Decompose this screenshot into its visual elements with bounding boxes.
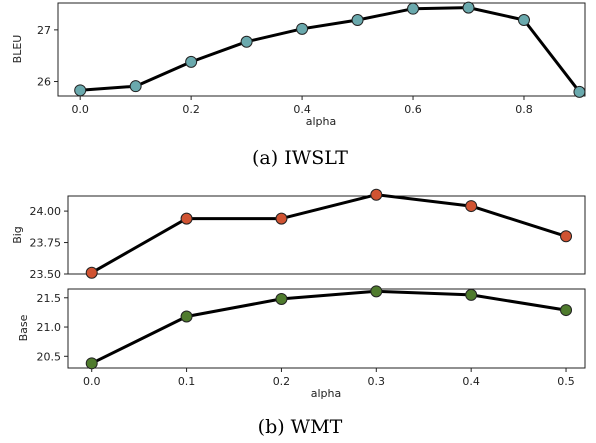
y-axis-label-iwslt: BLEU	[11, 35, 24, 64]
chart-wmt-base: 20.5 21.0 21.5 0.0 0.1 0.2 0.3 0.4 0.5 alpha Bas…	[17, 285, 586, 438]
y-tick-label: 26	[37, 76, 51, 89]
x-tick-label: 0.4	[293, 103, 311, 116]
y-tick-label: 20.5	[37, 350, 62, 363]
data-point-big	[180, 212, 193, 225]
plot-frame-base	[67, 288, 586, 369]
data-point-big	[560, 230, 573, 243]
y-tick-label: 23.75	[30, 237, 62, 250]
data-point-iwslt	[74, 84, 87, 97]
x-tick-label: 0.2	[182, 103, 200, 116]
y-axis-label-base: Base	[17, 314, 30, 341]
data-point-iwslt	[517, 14, 530, 27]
data-point-big	[275, 212, 288, 225]
x-tick-label: 0.0	[71, 103, 89, 116]
data-point-iwslt	[351, 14, 364, 27]
caption-iwslt: (a) IWSLT	[252, 147, 348, 169]
data-point-big	[370, 188, 383, 201]
data-point-iwslt	[407, 2, 420, 15]
y-tick-label: 21.0	[37, 321, 62, 334]
caption-wmt: (b) WMT	[258, 416, 343, 438]
series-line-big	[90, 193, 567, 275]
data-point-iwslt	[185, 55, 198, 68]
data-point-iwslt	[296, 22, 309, 35]
plot-frame-iwslt	[57, 2, 586, 97]
data-point-iwslt	[240, 35, 253, 48]
y-tick-label: 21.5	[37, 292, 62, 305]
data-point-base	[465, 288, 478, 301]
x-tick-label: 0.3	[368, 375, 386, 388]
data-point-base	[370, 285, 383, 298]
data-point-base	[180, 310, 193, 323]
data-point-base	[85, 357, 98, 370]
data-point-iwslt	[462, 1, 475, 14]
x-tick-label: 0.1	[178, 375, 196, 388]
data-point-iwslt	[129, 80, 142, 93]
y-axis-label-big: Big	[11, 226, 24, 244]
x-tick-label: 0.8	[515, 103, 533, 116]
data-point-base	[560, 304, 573, 317]
x-tick-label: 0.6	[404, 103, 422, 116]
x-axis-label-wmt: alpha	[311, 387, 342, 400]
plot-frame-big	[67, 195, 586, 275]
x-tick-label: 0.0	[83, 375, 101, 388]
data-point-iwslt	[573, 85, 586, 98]
series-line-iwslt	[80, 6, 581, 93]
data-point-big	[85, 266, 98, 279]
x-tick-label: 0.2	[273, 375, 291, 388]
y-tick-label: 23.50	[30, 268, 62, 281]
x-tick-label: 0.5	[557, 375, 575, 388]
data-point-base	[275, 292, 288, 305]
chart-wmt-big: 23.50 23.75 24.00 Big	[11, 188, 586, 281]
x-tick-label: 0.4	[462, 375, 480, 388]
chart-iwslt: 26 27 0.0 0.2 0.4 0.6 0.8 alpha BLEU (a) IWSLT	[11, 1, 586, 169]
y-tick-label: 27	[37, 24, 51, 37]
data-point-big	[465, 200, 478, 213]
x-axis-label-iwslt: alpha	[306, 115, 337, 128]
y-tick-label: 24.00	[30, 205, 62, 218]
series-line-base	[91, 289, 567, 365]
